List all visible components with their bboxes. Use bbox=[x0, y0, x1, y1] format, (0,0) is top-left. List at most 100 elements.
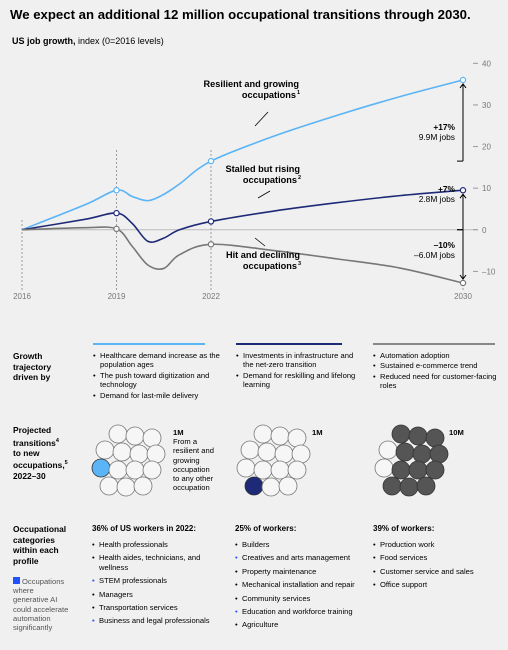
y-tick-label: 40 bbox=[482, 59, 491, 68]
transitions-row-label: Projected transitions4 to new occupation… bbox=[13, 425, 68, 481]
categories-label-line: within each bbox=[13, 545, 59, 555]
growth-label-line: Growth bbox=[13, 351, 43, 361]
col1-transition-text: 1M From a resilient and growing occupati… bbox=[173, 428, 214, 492]
transition-circle bbox=[116, 477, 136, 497]
transition-note-line: occupation bbox=[173, 483, 210, 493]
subtitle-bold: US job growth, bbox=[12, 36, 76, 46]
transition-circle bbox=[125, 426, 145, 446]
categories-label-line: profile bbox=[13, 555, 39, 566]
ai-legend: Occupations where generative AI could ac… bbox=[13, 577, 68, 632]
growth-label-line: driven by bbox=[13, 372, 51, 382]
data-point bbox=[207, 218, 215, 225]
transition-note-line: growing bbox=[173, 455, 200, 465]
col3-transition-cluster bbox=[374, 424, 449, 497]
transition-circle bbox=[129, 444, 149, 464]
transitions-label-line: occupations, bbox=[13, 460, 65, 471]
transitions-label-line: transitions bbox=[13, 437, 56, 448]
transition-circle bbox=[95, 440, 115, 460]
category-item: Business and legal professionals bbox=[92, 616, 222, 626]
legend-line: significantly bbox=[13, 623, 53, 633]
change-arrow bbox=[459, 83, 467, 89]
y-tick-label: 10 bbox=[482, 184, 491, 193]
col2-color-bar bbox=[236, 343, 342, 345]
driver-item: Demand for last-mile delivery bbox=[93, 391, 221, 401]
driver-item: Sustained e-commerce trend bbox=[373, 361, 501, 371]
categories-row-label: Occupational categories within each prof… bbox=[13, 524, 66, 566]
driver-item: The push toward digitization and technol… bbox=[93, 371, 221, 390]
transition-circle bbox=[244, 476, 264, 496]
transition-note-line: to any other bbox=[173, 474, 214, 484]
jobs-value: 9.9M jobs bbox=[419, 132, 455, 142]
transitions-label-line: to new bbox=[13, 447, 40, 458]
footnote-mark: 2 bbox=[298, 175, 301, 181]
series-label: occupations bbox=[242, 90, 296, 100]
growth-label-line: trajectory bbox=[13, 361, 52, 372]
x-axis: 2016 2019 2022 2030 bbox=[13, 292, 472, 301]
transition-circle bbox=[408, 426, 428, 446]
transition-circle bbox=[240, 440, 260, 460]
transition-circle bbox=[399, 477, 419, 497]
subtitle-rest: index (0=2016 levels) bbox=[75, 36, 164, 46]
series-label: Resilient and growing bbox=[204, 79, 299, 89]
data-point bbox=[459, 187, 467, 194]
transition-circle bbox=[108, 460, 128, 480]
transition-circle bbox=[236, 458, 256, 478]
data-point bbox=[113, 209, 120, 217]
legend-line: automation bbox=[13, 613, 51, 623]
x-tick-label: 2030 bbox=[454, 292, 472, 301]
jobs-value: 2.8M jobs bbox=[419, 194, 455, 204]
category-item: Health aides, technicians, and wellness bbox=[92, 553, 222, 572]
label-leader bbox=[257, 190, 271, 199]
transition-circle bbox=[429, 444, 449, 464]
category-item: Education and workforce training bbox=[235, 607, 371, 617]
col1-pct-heading: 36% of US workers in 2022: bbox=[92, 524, 197, 533]
growth-row-label: Growth trajectory driven by bbox=[13, 351, 51, 383]
transition-circle bbox=[112, 442, 132, 462]
y-axis: 40 30 20 10 0 –10 bbox=[473, 59, 496, 276]
stalled-series-line bbox=[21, 189, 464, 243]
transition-circle bbox=[146, 444, 166, 464]
y-tick-label: 20 bbox=[482, 143, 491, 152]
x-tick-label: 2019 bbox=[108, 292, 126, 301]
transition-circle bbox=[270, 426, 290, 446]
col2-categories: Builders Creatives and arts management Pro… bbox=[235, 540, 371, 634]
col1-drivers: Healthcare demand increase as the popula… bbox=[93, 351, 221, 401]
data-point bbox=[459, 76, 467, 84]
transition-circle bbox=[253, 424, 273, 444]
driver-item: Healthcare demand increase as the popula… bbox=[93, 351, 221, 370]
y-tick-label: –10 bbox=[482, 267, 496, 276]
category-item: Food services bbox=[373, 553, 503, 563]
change-arrow bbox=[459, 193, 467, 199]
driver-item: Investments in infrastructure and the ne… bbox=[236, 351, 358, 370]
transition-circle bbox=[108, 424, 128, 444]
legend-line: Occupations bbox=[22, 577, 65, 586]
transition-circle bbox=[253, 460, 273, 480]
categories-label-line: Occupational bbox=[13, 524, 67, 534]
driver-item: Reduced need for customer-facing roles bbox=[373, 372, 501, 391]
category-item: Customer service and sales bbox=[373, 567, 503, 577]
transition-note-line: occupation bbox=[173, 464, 210, 474]
col3-transition-text: 10M bbox=[449, 428, 464, 437]
transition-circle bbox=[408, 460, 428, 480]
change-value: +7% bbox=[438, 184, 456, 194]
data-point bbox=[113, 187, 120, 194]
col2-drivers: Investments in infrastructure and the ne… bbox=[236, 351, 358, 391]
category-item: Production work bbox=[373, 540, 503, 550]
col3-categories: Production work Food services Customer ser… bbox=[373, 540, 503, 594]
transition-circle bbox=[425, 428, 445, 448]
legend-line: could accelerate bbox=[13, 604, 69, 614]
transition-circle bbox=[287, 460, 307, 480]
col1-transition-cluster bbox=[91, 424, 166, 497]
legend-line: where bbox=[13, 586, 34, 596]
change-arrow bbox=[459, 274, 467, 280]
ai-legend-swatch bbox=[13, 577, 20, 584]
category-item: Builders bbox=[235, 540, 371, 550]
footnote-mark: 1 bbox=[297, 90, 300, 96]
transition-circle bbox=[391, 424, 411, 444]
footnote-mark: 4 bbox=[55, 437, 59, 444]
transition-circle bbox=[416, 476, 436, 496]
transition-count: 1M bbox=[173, 428, 184, 437]
transition-circle bbox=[378, 440, 398, 460]
y-tick-label: 0 bbox=[482, 226, 487, 235]
label-leader bbox=[254, 237, 266, 247]
